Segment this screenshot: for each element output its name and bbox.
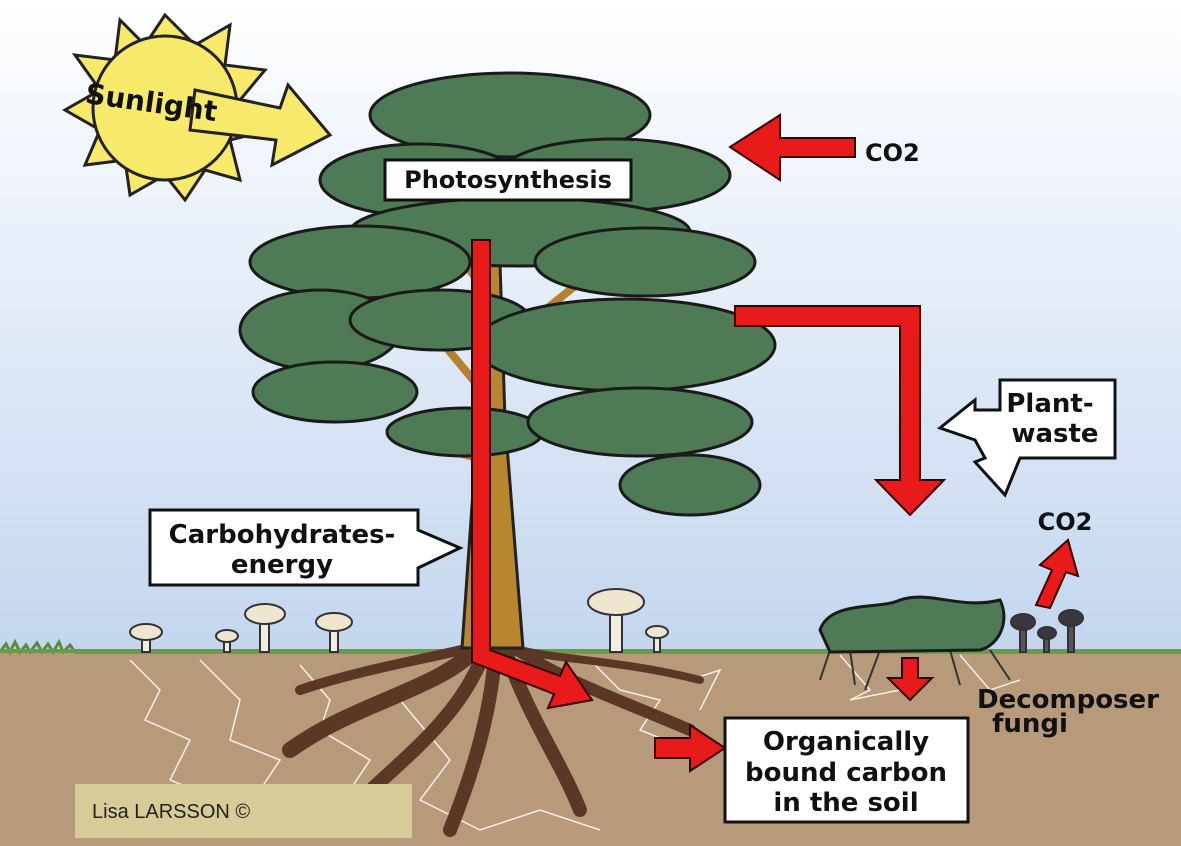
mushrooms-part <box>215 629 239 643</box>
grass <box>0 638 1181 656</box>
co2-in-arrow <box>728 113 856 182</box>
plant-waste-box <box>936 378 1117 498</box>
to-soil-arrow <box>654 723 727 773</box>
plant-waste-arrow <box>734 305 947 517</box>
canopy-part <box>473 297 777 393</box>
canopy-part <box>526 386 754 458</box>
organic-carbon-box <box>723 716 970 824</box>
mushrooms-part <box>587 588 645 616</box>
decomposer-label: Decomposer <box>977 685 1159 715</box>
mushrooms-part <box>244 603 286 625</box>
mushrooms-part <box>315 612 353 632</box>
mushrooms-part <box>1037 626 1057 640</box>
roots-part <box>443 648 502 837</box>
credit-label: Lisa LARSSON © <box>92 801 250 823</box>
photosynthesis-box <box>383 158 633 202</box>
canopy-part <box>248 224 472 300</box>
litter-down-arrow <box>885 657 935 702</box>
mushrooms <box>129 588 1084 653</box>
canopy-part <box>368 71 652 159</box>
roots-part <box>516 646 704 684</box>
plant-waste-label: waste <box>1011 419 1098 449</box>
mushrooms-part <box>1010 613 1036 631</box>
mycelium-part <box>199 659 282 791</box>
canopy-part <box>533 226 757 298</box>
photosynthesis-label: Photosynthesis <box>404 166 612 194</box>
organic-carbon-label: in the soil <box>773 788 918 818</box>
co2-label: CO2 <box>865 139 920 167</box>
sun <box>61 12 273 203</box>
roots-part <box>295 643 475 695</box>
plant-waste-label: Plant- <box>1006 389 1093 419</box>
carbohydrates-label: Carbohydrates- <box>169 520 396 550</box>
carbon-down-arrow <box>471 239 594 710</box>
mushrooms-part <box>645 625 669 639</box>
litter-roots <box>819 649 1011 691</box>
carbohydrates-box <box>148 508 464 587</box>
organic-carbon-label: Organically <box>763 727 929 757</box>
sunlight-arrow <box>188 82 333 168</box>
canopy-part <box>385 406 545 458</box>
mycelium-part <box>959 654 1021 691</box>
roots <box>282 637 704 837</box>
mushrooms-part <box>129 623 163 641</box>
carbohydrates-label: energy <box>231 550 333 580</box>
roots-part <box>504 639 696 736</box>
co2-out-arrow <box>1034 538 1080 610</box>
litter-pile <box>818 595 1006 654</box>
mushrooms-part <box>1058 609 1084 627</box>
canopy-part <box>251 360 419 424</box>
organic-carbon-label: bound carbon <box>745 758 947 788</box>
mycelium-part <box>129 659 221 801</box>
canopy-part <box>618 453 762 517</box>
mycelium-part <box>839 654 901 701</box>
co2-label: CO2 <box>1038 508 1093 536</box>
credit-box <box>75 784 412 838</box>
decomposer-label: fungi <box>992 709 1068 739</box>
roots-part <box>282 637 488 758</box>
mycelium-part <box>589 659 691 751</box>
